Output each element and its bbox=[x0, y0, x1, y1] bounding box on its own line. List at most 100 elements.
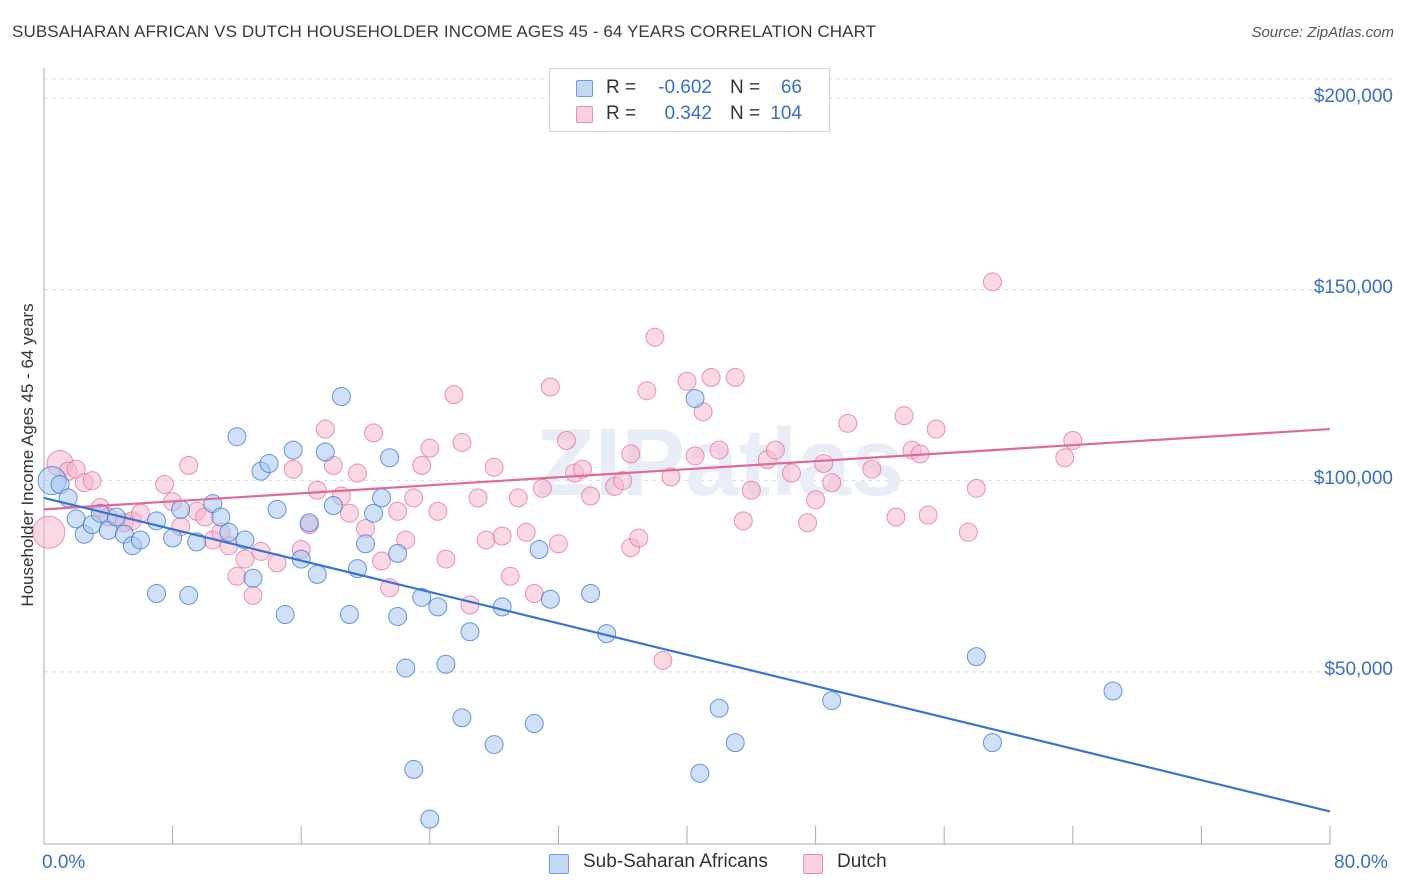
dutch-point bbox=[982, 272, 1002, 292]
dutch-point bbox=[500, 566, 520, 586]
subsaharan-point bbox=[428, 597, 448, 617]
dutch-point bbox=[243, 585, 263, 605]
subsaharan-point bbox=[404, 759, 424, 779]
axes bbox=[43, 68, 1331, 845]
legend-label: Sub-Saharan Africans bbox=[583, 851, 768, 872]
dutch-point bbox=[1055, 448, 1075, 468]
dutch-point bbox=[436, 549, 456, 569]
subsaharan-point bbox=[685, 388, 705, 408]
dutch-point bbox=[685, 446, 705, 466]
dutch-point bbox=[444, 385, 464, 405]
x-tick-80: 80.0% bbox=[1334, 852, 1388, 873]
dutch-point bbox=[653, 650, 673, 670]
pink-swatch bbox=[803, 854, 823, 874]
legend-row-dutch: R = 0.342 N = 104 bbox=[550, 101, 829, 127]
dutch-point bbox=[508, 488, 528, 508]
subsaharan-point bbox=[315, 442, 335, 462]
subsaharan-point bbox=[581, 584, 601, 604]
dutch-point bbox=[725, 367, 745, 387]
dutch-point bbox=[468, 488, 488, 508]
subsaharan-point bbox=[130, 530, 150, 550]
dutch-point bbox=[645, 327, 665, 347]
dutch-point bbox=[637, 381, 657, 401]
subsaharan-point bbox=[219, 522, 239, 542]
dutch-point bbox=[548, 534, 568, 554]
dutch-point bbox=[524, 584, 544, 604]
dutch-point bbox=[613, 471, 633, 491]
subsaharan-point bbox=[412, 587, 432, 607]
dutch-point bbox=[492, 526, 512, 546]
y-tick-100000: $100,000 bbox=[1313, 468, 1393, 489]
dutch-point bbox=[388, 501, 408, 521]
y-tick-200000: $200,000 bbox=[1313, 86, 1393, 107]
subsaharan-point bbox=[396, 658, 416, 678]
subsaharan-point bbox=[966, 647, 986, 667]
dutch-point bbox=[32, 515, 66, 549]
subsaharan-point bbox=[460, 622, 480, 642]
subsaharan-point bbox=[524, 714, 544, 734]
subsaharan-point bbox=[331, 387, 351, 407]
dutch-point bbox=[428, 501, 448, 521]
trend-lines bbox=[43, 427, 1331, 813]
dutch-point bbox=[404, 488, 424, 508]
dutch-point bbox=[476, 530, 496, 550]
dutch-point bbox=[629, 528, 649, 548]
correlation-legend: R = -0.602 N = 66 R = 0.342 N = 104 bbox=[549, 68, 830, 132]
dutch-point bbox=[307, 480, 327, 500]
dutch-point bbox=[283, 459, 303, 479]
dutch-points bbox=[32, 272, 1083, 670]
dutch-point bbox=[556, 431, 576, 451]
n-label: N = bbox=[730, 77, 761, 98]
subsaharan-point bbox=[283, 440, 303, 460]
n-value: 66 bbox=[780, 77, 802, 98]
dutch-trend-line bbox=[43, 427, 1331, 511]
subsaharan-point bbox=[725, 733, 745, 753]
dutch-point bbox=[886, 507, 906, 527]
dutch-point bbox=[701, 367, 721, 387]
dutch-point bbox=[179, 455, 199, 475]
subsaharan-point bbox=[822, 691, 842, 711]
subsaharan-point bbox=[982, 733, 1002, 753]
dutch-point bbox=[814, 453, 834, 473]
subsaharan-point bbox=[147, 584, 167, 604]
dutch-point bbox=[581, 486, 601, 506]
subsaharan-point bbox=[356, 534, 375, 554]
subsaharan-point bbox=[690, 763, 710, 783]
subsaharan-point bbox=[211, 507, 231, 527]
n-label: N = bbox=[730, 103, 761, 124]
subsaharan-point bbox=[388, 606, 408, 626]
dutch-point bbox=[765, 440, 785, 460]
subsaharan-point bbox=[452, 708, 472, 728]
subsaharan-point bbox=[179, 585, 199, 605]
dutch-point bbox=[372, 551, 392, 571]
source-label: Source: ZipAtlas.com bbox=[1251, 24, 1394, 41]
dutch-point bbox=[806, 490, 826, 510]
y-axis-label: Householder Income Ages 45 - 64 years bbox=[18, 303, 37, 607]
dutch-point bbox=[838, 413, 858, 433]
y-tick-150000: $150,000 bbox=[1313, 277, 1393, 298]
dutch-point bbox=[862, 459, 882, 479]
subsaharan-point bbox=[709, 698, 729, 718]
dutch-point bbox=[677, 371, 697, 391]
subsaharan-point bbox=[484, 735, 504, 755]
dutch-point bbox=[709, 440, 729, 460]
subsaharan-point bbox=[436, 654, 456, 674]
subsaharan-point bbox=[299, 513, 319, 533]
subsaharan-point bbox=[339, 605, 359, 625]
dutch-point bbox=[532, 478, 552, 498]
dutch-point bbox=[82, 471, 102, 491]
dutch-point bbox=[460, 595, 480, 615]
subsaharan-point bbox=[259, 453, 279, 473]
dutch-point bbox=[420, 438, 440, 458]
x-tick-0: 0.0% bbox=[42, 852, 86, 873]
subsaharan-point bbox=[275, 605, 295, 625]
dutch-point bbox=[966, 478, 986, 498]
subsaharan-point bbox=[388, 543, 408, 563]
r-label: R = bbox=[606, 103, 637, 124]
dutch-point bbox=[573, 459, 593, 479]
subsaharan-point bbox=[235, 530, 255, 550]
subsaharan-point bbox=[1103, 681, 1123, 701]
dutch-point bbox=[484, 457, 504, 477]
dutch-point bbox=[926, 419, 946, 439]
subsaharan-point bbox=[323, 496, 343, 516]
